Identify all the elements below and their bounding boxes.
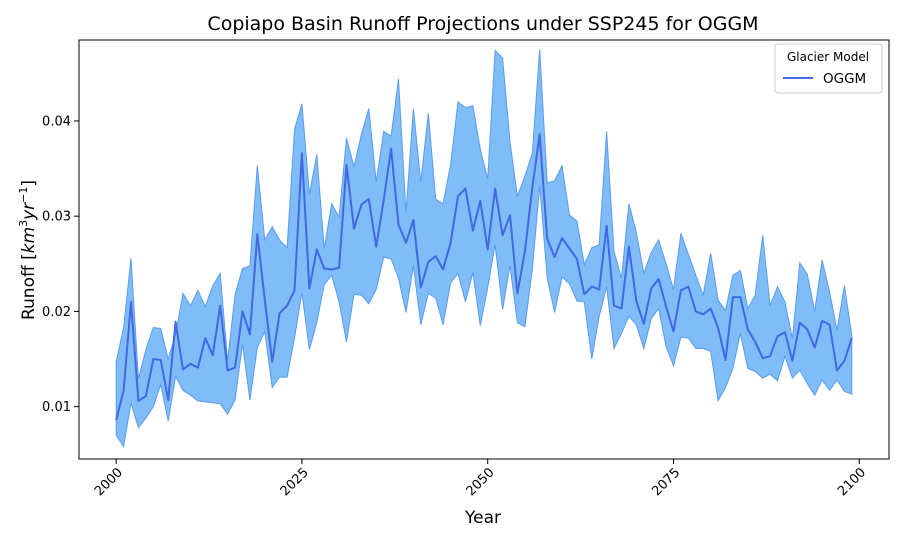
x-tick-label-2000: 2000 <box>92 465 126 499</box>
y-tick-label-0.01: 0.01 <box>42 400 71 415</box>
mean-runoff-line <box>115 133 853 421</box>
x-tick-label-2025: 2025 <box>278 465 312 499</box>
legend-label-oggm: OGGM <box>823 71 866 87</box>
plot-area <box>115 49 853 448</box>
x-tick-label-2100: 2100 <box>835 465 869 499</box>
y-tick-label-0.03: 0.03 <box>42 210 71 225</box>
x-axis-label: Year <box>464 508 501 528</box>
plot-frame <box>78 39 890 460</box>
y-tick-label-0.04: 0.04 <box>42 114 71 129</box>
legend-box <box>774 43 883 94</box>
legend-title: Glacier Model <box>787 50 869 64</box>
x-tick-label-2050: 2050 <box>464 465 498 499</box>
legend: Glacier Model OGGM <box>774 43 883 94</box>
chart-title: Copiapo Basin Runoff Projections under S… <box>207 13 758 35</box>
x-tick-label-2075: 2075 <box>649 465 683 499</box>
y-axis-label: Runoff [km3yr−1] <box>17 180 39 320</box>
x-axis: 2000 2025 2050 2075 2100 <box>92 459 869 499</box>
y-tick-label-0.02: 0.02 <box>42 305 71 320</box>
y-axis: 0.01 0.02 0.03 0.04 <box>42 114 79 415</box>
uncertainty-band <box>115 49 853 448</box>
